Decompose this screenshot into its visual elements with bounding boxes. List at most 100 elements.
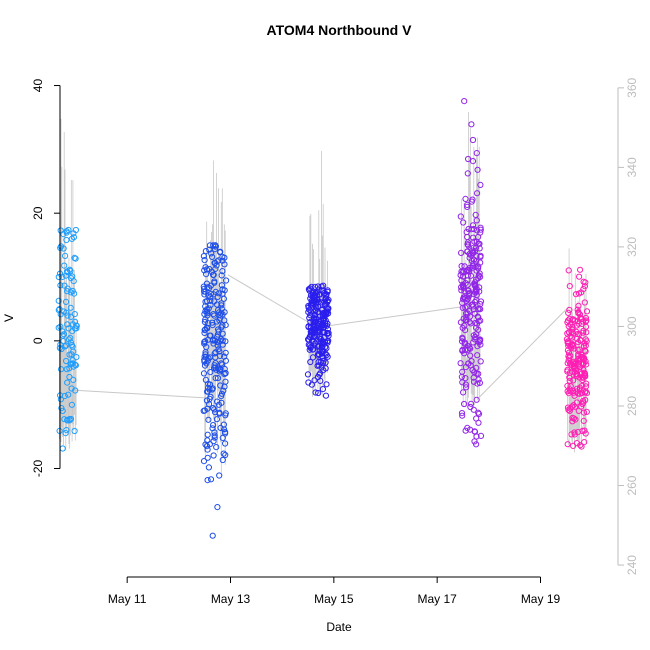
data-point — [467, 426, 474, 433]
data-point — [222, 429, 229, 436]
data-point — [476, 284, 483, 291]
data-point — [457, 319, 464, 326]
data-point — [459, 281, 466, 288]
data-point — [582, 430, 589, 437]
data-point — [476, 337, 483, 344]
data-point — [467, 352, 474, 359]
data-point — [324, 308, 331, 315]
data-point — [578, 351, 585, 359]
data-point — [311, 377, 318, 384]
data-point — [219, 257, 226, 264]
data-point — [475, 419, 482, 426]
data-point — [220, 421, 227, 428]
data-point — [463, 384, 470, 391]
data-point — [473, 396, 480, 403]
y-tick-label: 20 — [31, 206, 45, 220]
data-point — [459, 379, 466, 386]
data-point — [211, 298, 218, 305]
data-point — [319, 313, 326, 320]
data-point — [470, 234, 477, 241]
data-point — [215, 307, 222, 314]
data-point — [201, 318, 208, 326]
data-point — [204, 405, 211, 412]
data-point — [64, 312, 71, 319]
data-point — [564, 368, 571, 375]
data-point — [316, 327, 323, 334]
data-point — [575, 290, 583, 297]
data-point — [73, 322, 80, 329]
data-point — [67, 339, 74, 346]
y2-tick-label: 360 — [625, 78, 639, 98]
data-point — [204, 336, 212, 343]
data-point — [202, 248, 209, 255]
data-point — [311, 318, 318, 325]
data-point — [565, 267, 572, 274]
data-point — [572, 291, 580, 298]
data-point — [458, 410, 466, 417]
data-point — [59, 445, 66, 452]
data-point — [210, 452, 217, 459]
data-point — [203, 353, 210, 360]
data-point — [575, 360, 583, 367]
data-point — [583, 338, 590, 345]
data-point — [577, 337, 584, 344]
data-point — [213, 444, 220, 451]
data-point — [66, 266, 73, 273]
data-point — [473, 150, 480, 157]
data-point — [580, 417, 587, 424]
data-point — [477, 224, 484, 231]
data-point — [63, 357, 70, 365]
data-point — [312, 389, 319, 396]
data-point — [209, 385, 216, 392]
data-point — [219, 337, 226, 344]
data-point — [459, 412, 466, 419]
data-point — [458, 338, 466, 345]
data-point — [219, 322, 226, 329]
data-point — [461, 350, 468, 357]
data-point — [459, 324, 466, 331]
data-point — [565, 317, 572, 324]
data-point — [69, 357, 76, 364]
data-point — [578, 320, 586, 327]
data-point — [462, 346, 469, 353]
data-point — [319, 306, 326, 313]
data-point — [465, 155, 472, 163]
data-point — [67, 304, 74, 311]
data-point — [578, 370, 585, 377]
data-point — [581, 299, 588, 306]
data-point — [216, 348, 223, 355]
data-point — [60, 231, 67, 238]
data-point — [61, 262, 68, 269]
data-point — [211, 432, 218, 439]
data-point — [222, 410, 229, 417]
data-point — [71, 427, 78, 435]
data-point — [459, 346, 466, 353]
data-point — [305, 379, 312, 386]
data-point — [582, 279, 589, 286]
data-point — [306, 333, 313, 340]
data-point — [62, 298, 70, 305]
data-point — [469, 136, 477, 144]
data-point — [212, 364, 219, 371]
data-point — [218, 272, 225, 279]
data-point — [473, 276, 480, 283]
data-point — [68, 401, 76, 408]
x-tick-label: May 13 — [211, 592, 251, 606]
data-point — [571, 431, 578, 438]
data-point — [63, 309, 70, 316]
data-point — [309, 354, 317, 361]
data-point — [323, 291, 330, 298]
data-point — [475, 370, 482, 377]
data-point — [467, 252, 474, 259]
data-point — [220, 387, 227, 394]
data-point — [203, 443, 211, 450]
data-point — [310, 293, 317, 300]
data-point — [578, 383, 585, 390]
data-point — [222, 349, 229, 356]
data-point — [579, 400, 586, 408]
data-point — [219, 268, 226, 275]
data-point — [566, 315, 573, 322]
data-point — [470, 256, 478, 263]
data-point — [216, 472, 223, 479]
data-point — [60, 338, 67, 345]
